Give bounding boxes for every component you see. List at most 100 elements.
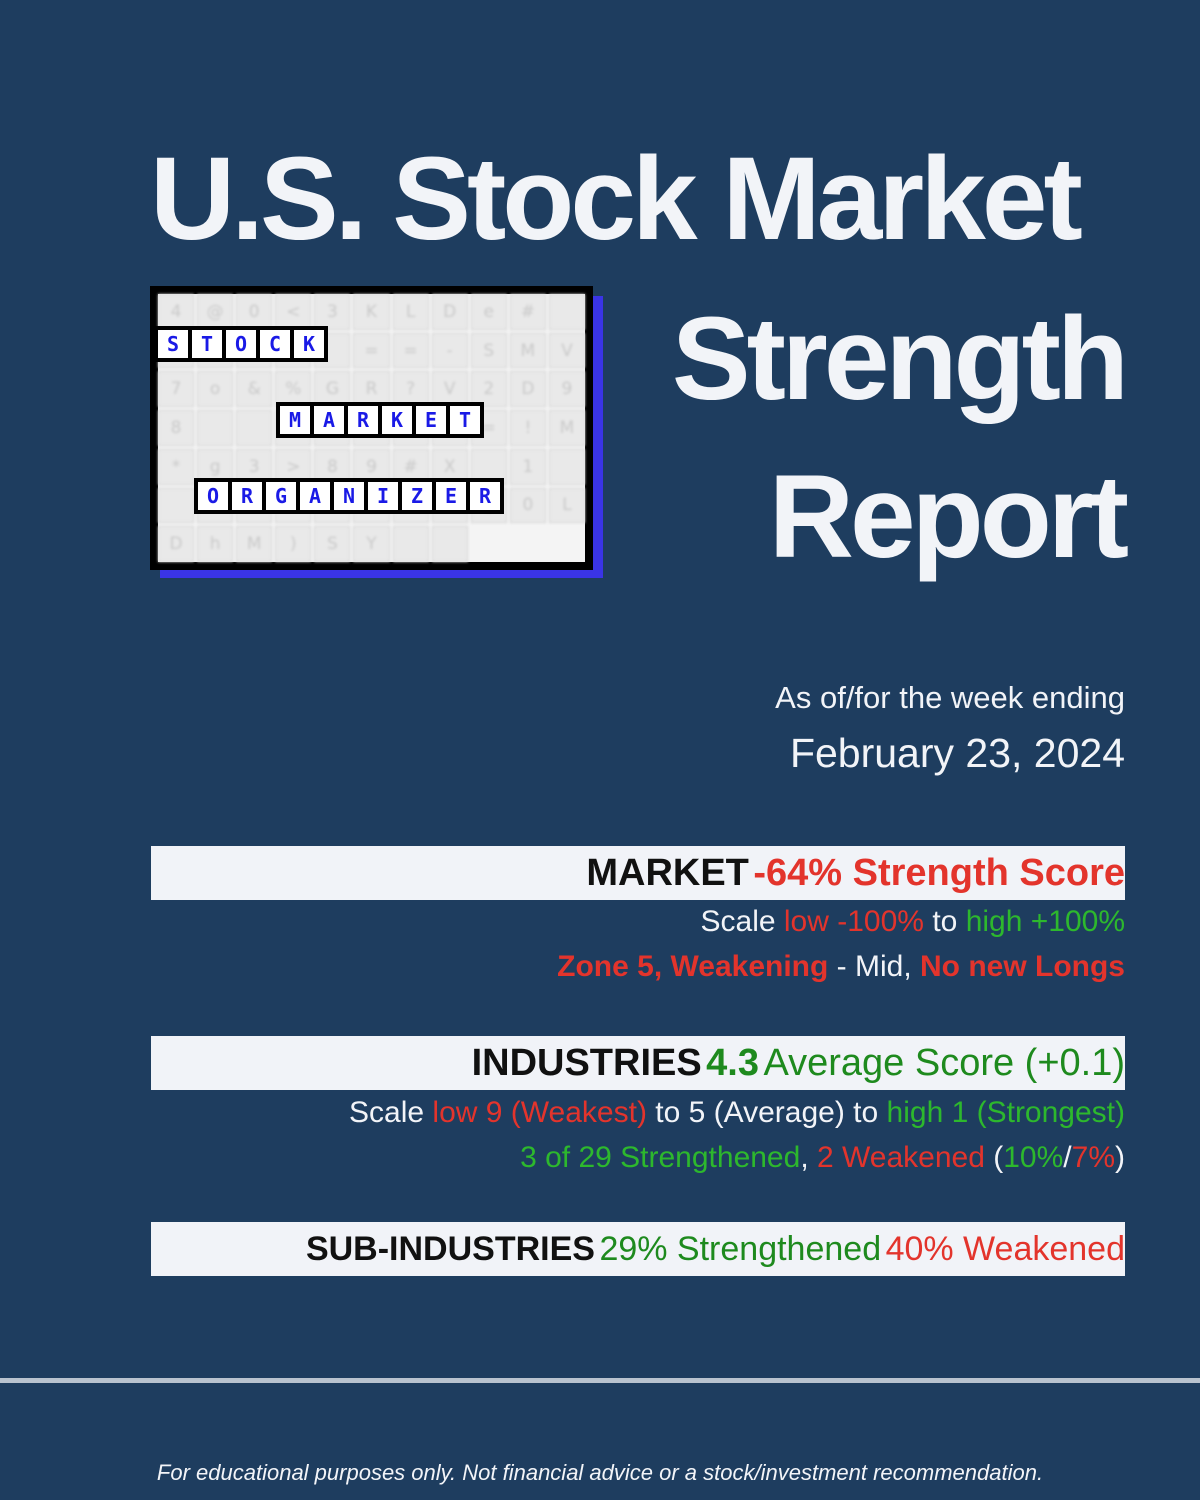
market-zone-action: No new Longs [920, 950, 1125, 983]
industries-score: 4.3 [706, 1041, 759, 1084]
logo-grid-cell: ) [275, 526, 312, 562]
industries-scale-prefix: Scale [349, 1096, 425, 1129]
logo-grid-cell: 2 [470, 371, 507, 408]
industries-pct-strong: 10% [1003, 1141, 1064, 1174]
logo-letter: N [334, 482, 364, 510]
industries-paren-close: ) [1115, 1141, 1125, 1174]
logo-letter: K [382, 406, 412, 434]
market-key: MARKET [586, 851, 749, 894]
logo-grid-cell: 3 [314, 294, 351, 330]
logo-grid-cell: 7 [158, 371, 195, 408]
logo-grid-cell [236, 410, 273, 446]
logo-letter: G [266, 482, 296, 510]
market-zone: Zone 5, Weakening - Mid, No new Longs [557, 950, 1125, 984]
logo-grid-cell: L [392, 294, 429, 330]
logo-grid-cell: S [314, 526, 351, 562]
logo-grid-cell: D [431, 294, 468, 330]
logo-grid-cell: ? [392, 371, 429, 408]
market-scale-high: high +100% [965, 905, 1125, 938]
logo-grid-cell: ! [509, 410, 546, 446]
sub-industries-weakened: 40% Weakened [885, 1229, 1125, 1268]
market-score: -64% Strength Score [753, 851, 1125, 894]
logo-grid-cell: @ [197, 294, 234, 330]
logo-grid-cell: * [158, 448, 195, 485]
logo-grid-cell: 8 [158, 410, 195, 446]
logo-letter: T [192, 330, 222, 358]
logo-grid-cell: G [314, 371, 351, 408]
logo-letter: A [314, 406, 344, 434]
logo-grid-cell: h [197, 526, 234, 562]
industries-score-bar: INDUSTRIES 4.3 Average Score (+0.1) [151, 1036, 1125, 1090]
logo-letter: E [416, 406, 446, 434]
logo-letter: R [470, 482, 500, 510]
logo-grid-cell: 9 [548, 371, 585, 408]
logo-letter: I [368, 482, 398, 510]
industries-changes: 3 of 29 Strengthened, 2 Weakened (10%/7%… [520, 1141, 1125, 1175]
logo-letter: T [450, 406, 480, 434]
logo-grid-cell: = [353, 332, 390, 369]
logo-grid-cell: M [509, 332, 546, 369]
logo-grid-cell: o [197, 371, 234, 408]
logo-grid-cell: # [509, 294, 546, 330]
market-scale-to: to [932, 905, 958, 938]
sub-industries-bar: SUB-INDUSTRIES 29% Strengthened 40% Weak… [151, 1222, 1125, 1276]
logo-grid-cell: Y [353, 526, 390, 562]
market-scale-low: low -100% [783, 905, 924, 938]
logo-grid-cell: M [548, 410, 585, 446]
logo-letter: M [280, 406, 310, 434]
sub-industries-key: SUB-INDUSTRIES [305, 1229, 595, 1268]
industries-scale-mid: to 5 (Average) to [655, 1096, 879, 1129]
industries-score-label: Average Score (+0.1) [763, 1041, 1125, 1084]
logo-grid-cell [392, 526, 429, 562]
logo-grid-cell: 0 [509, 487, 546, 524]
logo-grid-cell: 0 [236, 294, 273, 330]
title-line-1: U.S. Stock Market [150, 133, 1083, 265]
market-score-bar: MARKET -64% Strength Score [151, 846, 1125, 900]
report-date: February 23, 2024 [789, 730, 1125, 776]
logo-letter: C [260, 330, 290, 358]
logo-letter: E [436, 482, 466, 510]
logo-grid-cell [197, 410, 234, 446]
title-line-2: Strength [671, 293, 1129, 425]
industries-key: INDUSTRIES [471, 1041, 702, 1084]
logo-grid-cell: e [470, 294, 507, 330]
industries-slash: / [1063, 1141, 1072, 1174]
industries-scale-high: high 1 (Strongest) [886, 1096, 1125, 1129]
industries-paren-open: ( [993, 1141, 1004, 1174]
logo-grid-cell [548, 448, 585, 485]
industries-weakened: 2 Weakened [817, 1141, 985, 1174]
industries-pct-weak: 7% [1071, 1141, 1115, 1174]
sub-industries-strengthened: 29% Strengthened [599, 1229, 882, 1268]
market-scale-prefix: Scale [700, 905, 776, 938]
logo-letter: S [158, 330, 188, 358]
logo-grid-cell: S [470, 332, 507, 369]
market-scale: Scale low -100% to high +100% [701, 905, 1126, 939]
logo-grid-cell: % [275, 371, 312, 408]
logo-grid-cell: 1 [509, 448, 546, 485]
logo-grid-cell: = [392, 332, 429, 369]
logo-grid-cell: K [353, 294, 390, 330]
logo-grid-cell: L [548, 487, 585, 524]
industries-strengthened: 3 of 29 Strengthened [520, 1141, 801, 1174]
logo-letter: R [232, 482, 262, 510]
logo-grid-cell: - [431, 332, 468, 369]
logo-letter: Z [402, 482, 432, 510]
logo-grid-cell: & [236, 371, 273, 408]
logo-letter: O [198, 482, 228, 510]
logo-grid-cell [548, 294, 585, 330]
logo-letter: O [226, 330, 256, 358]
market-zone-mid: - Mid, [836, 950, 912, 983]
industries-scale: Scale low 9 (Weakest) to 5 (Average) to … [349, 1096, 1125, 1130]
as-of-label: As of/for the week ending [775, 680, 1125, 715]
logo-letter: K [294, 330, 324, 358]
title-line-3: Report [768, 451, 1129, 583]
logo-grid-cell: 4 [158, 294, 195, 330]
logo-grid-cell [431, 526, 468, 562]
footer-divider [0, 1378, 1200, 1383]
logo-grid-cell: M [236, 526, 273, 562]
logo-grid-cell: V [548, 332, 585, 369]
